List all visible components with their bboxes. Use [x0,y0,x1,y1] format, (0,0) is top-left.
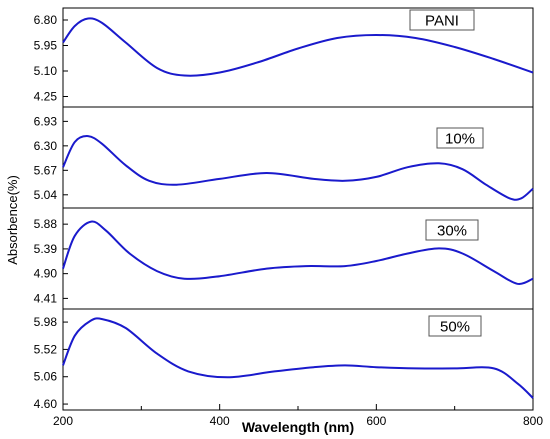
y-tick-label: 5.10 [34,64,58,78]
panel-label-box [425,219,479,241]
y-tick-label: 5.95 [34,39,58,53]
y-tick-label: 5.88 [34,217,58,231]
y-tick-label: 4.60 [34,397,58,411]
y-tick-label: 5.04 [34,188,58,202]
x-tick-label: 800 [523,414,543,428]
x-tick-label: 600 [366,414,386,428]
y-tick-label: 5.52 [34,342,58,356]
y-tick-label: 6.30 [34,139,58,153]
panel-label: 10% [445,131,475,148]
panel-label-box [409,9,475,31]
series-line [62,135,534,201]
series-line [62,220,534,285]
panel-frame [62,106,534,209]
series-line [62,317,534,399]
y-tick-label: 4.41 [34,291,58,305]
y-tick-label: 6.80 [34,13,58,27]
panel-label: PANI [425,13,459,30]
x-axis-title: Wavelength (nm) [242,419,354,435]
x-tick-label: 200 [53,414,73,428]
panel-label: 50% [440,319,470,336]
panel-label: 30% [437,223,467,240]
y-tick-label: 5.98 [34,315,58,329]
x-tick-label: 400 [210,414,230,428]
y-tick-label: 5.06 [34,370,58,384]
y-axis-title: Absorbence(%) [5,175,20,265]
y-tick-label: 5.67 [34,163,58,177]
series-line [62,17,534,77]
y-tick-label: 6.93 [34,114,58,128]
y-tick-label: 5.39 [34,242,58,256]
y-tick-label: 4.90 [34,267,58,281]
panel-label-box [428,315,482,337]
panel-label-box [436,127,484,149]
y-tick-label: 4.25 [34,90,58,104]
